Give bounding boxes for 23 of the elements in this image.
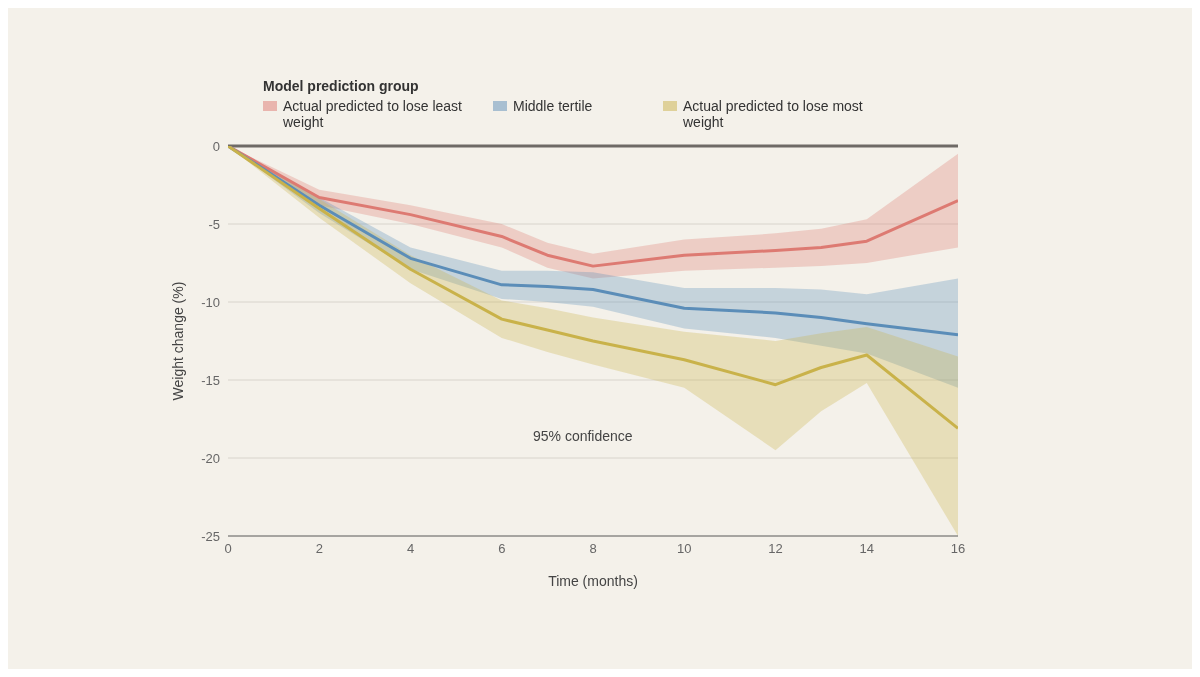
x-tick-label: 8 bbox=[589, 541, 597, 557]
y-tick-label: -10 bbox=[201, 294, 220, 310]
y-tick-label: -20 bbox=[201, 450, 220, 466]
x-tick-label: 12 bbox=[768, 541, 783, 557]
x-tick-label: 14 bbox=[859, 541, 874, 557]
y-tick-label: 0 bbox=[212, 138, 220, 154]
legend-label: Actual predicted to lose least weight bbox=[283, 98, 463, 130]
y-axis-title: Weight change (%) bbox=[169, 281, 186, 401]
annotation: 95% confidence bbox=[533, 428, 633, 444]
line-series bbox=[228, 146, 958, 337]
x-tick-label: 2 bbox=[315, 541, 323, 557]
x-tick-label: 4 bbox=[406, 541, 415, 557]
y-tick-label: -15 bbox=[201, 372, 220, 388]
y-tick-label: -25 bbox=[201, 528, 220, 544]
x-axis-title: Time (months) bbox=[548, 573, 638, 589]
legend-label: Actual predicted to lose most weight bbox=[683, 98, 863, 130]
x-tick-label: 0 bbox=[224, 541, 232, 557]
x-tick-label: 6 bbox=[498, 541, 506, 557]
x-tick-label: 16 bbox=[950, 541, 966, 557]
x-tick-label: 10 bbox=[677, 541, 692, 557]
y-tick-label: -5 bbox=[208, 216, 220, 232]
legend-title: Model prediction group bbox=[263, 78, 420, 94]
legend-label: Middle tertile bbox=[513, 98, 593, 114]
